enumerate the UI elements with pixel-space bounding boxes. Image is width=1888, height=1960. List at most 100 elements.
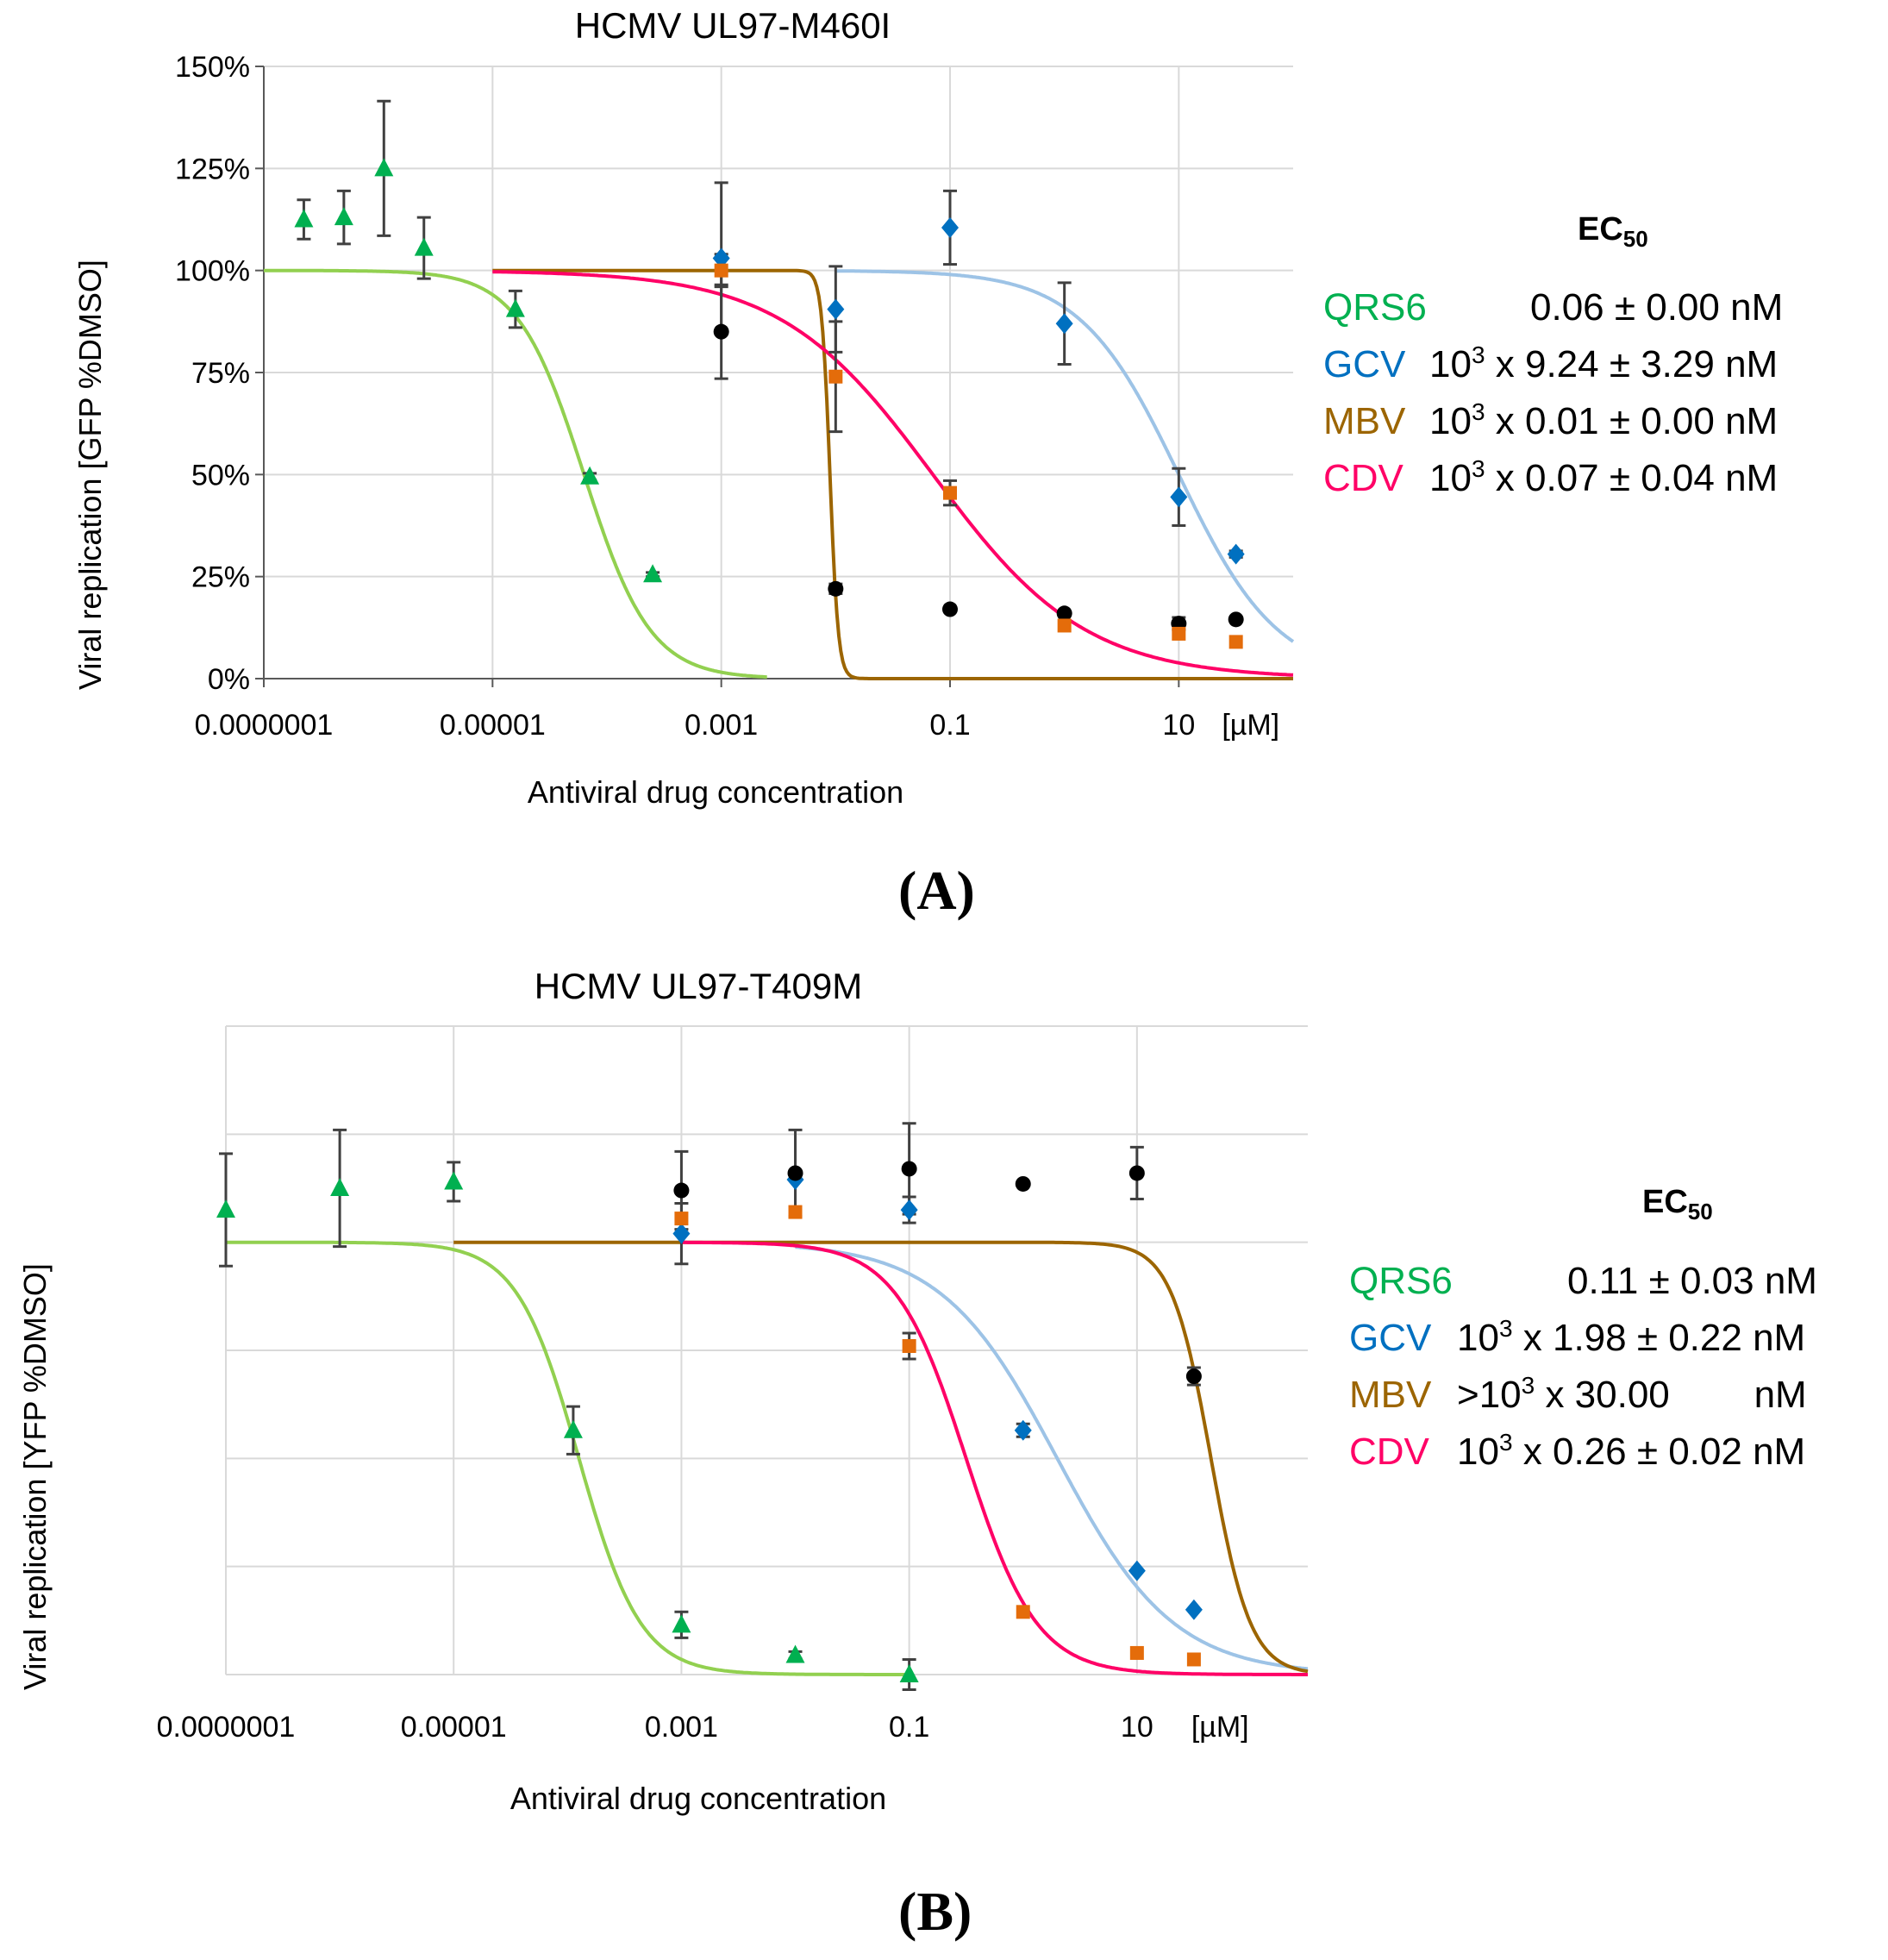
legend-ec50-value: 103 x 0.26 ± 0.02 nM xyxy=(1457,1429,1806,1474)
legend-name: QRS6 xyxy=(1349,1260,1453,1302)
chart-a-legend: QRS6 0.06 ± 0.00 nM GCV 103 x 9.24 ± 3.29 n… xyxy=(1323,279,1875,507)
x-tick-label: 0.001 xyxy=(645,1711,718,1744)
chart-a-plot: 0% 25% 50% 75% 100% 125% 150% 0.0000001 0.00001 0… xyxy=(175,51,1295,742)
panel-b-label: (B) xyxy=(898,1881,972,1942)
legend-item-qrs6: QRS6 0.11 ± 0.03 nM xyxy=(1349,1253,1884,1310)
x-axis-unit: [µM] xyxy=(1191,1711,1249,1744)
data-point-qrs6 xyxy=(785,1644,805,1663)
legend-item-cdv: CDV 103 x 0.26 ± 0.02 nM xyxy=(1349,1424,1884,1481)
data-point-cdv xyxy=(1016,1605,1030,1619)
data-point-gcv xyxy=(1055,313,1073,335)
data-point-gcv xyxy=(712,247,730,269)
chart-a-ec50-heading: EC50 xyxy=(1578,211,1648,253)
x-tick-label: 10 xyxy=(1121,1711,1153,1744)
chart-a-xlabel: Antiviral drug concentration xyxy=(527,774,904,810)
fit-curve-mbv xyxy=(492,268,1293,680)
x-tick-label: 0.1 xyxy=(929,709,970,742)
x-tick-label: 0.1 xyxy=(889,1711,929,1744)
x-tick-label: 0.001 xyxy=(685,709,758,742)
x-tick-label: 0.00001 xyxy=(401,1711,507,1744)
data-point-gcv xyxy=(941,216,959,238)
data-point-cdv xyxy=(1129,1645,1144,1660)
legend-name: QRS6 xyxy=(1323,286,1427,329)
ec50-text: EC xyxy=(1642,1184,1688,1220)
legend-ec50-value: >103 x 30.00 nM xyxy=(1457,1372,1807,1417)
legend-name: GCV xyxy=(1323,343,1406,385)
data-point-mbv xyxy=(942,601,958,617)
y-tick-label: 75% xyxy=(191,357,250,390)
data-point-qrs6 xyxy=(505,298,525,317)
legend-ec50-value: 103 x 1.98 ± 0.22 nM xyxy=(1457,1315,1806,1360)
data-point-cdv xyxy=(1186,1652,1201,1667)
x-tick-label: 0.00001 xyxy=(440,709,546,742)
ec50-sub: 50 xyxy=(1687,1199,1713,1224)
data-point-mbv xyxy=(828,580,844,597)
fit-curve-cdv xyxy=(681,1240,1308,1676)
data-point-mbv xyxy=(1128,1165,1145,1181)
legend-item-gcv: GCV 103 x 1.98 ± 0.22 nM xyxy=(1349,1310,1884,1367)
data-point-mbv xyxy=(1015,1175,1031,1192)
legend-ec50-value: 0.06 ± 0.00 nM xyxy=(1530,286,1784,329)
data-point-mbv xyxy=(1056,605,1072,622)
data-point-gcv xyxy=(900,1199,918,1221)
data-point-gcv xyxy=(1185,1599,1203,1620)
data-point-mbv xyxy=(1185,1368,1202,1385)
data-point-qrs6 xyxy=(334,207,353,226)
data-point-cdv xyxy=(1172,626,1186,641)
ec50-text: EC xyxy=(1578,211,1623,247)
legend-ec50-value: 0.11 ± 0.03 nM xyxy=(1567,1260,1817,1302)
y-tick-label: 125% xyxy=(175,153,250,185)
data-point-cdv xyxy=(1057,618,1072,633)
legend-name: MBV xyxy=(1349,1374,1432,1416)
x-tick-label: 10 xyxy=(1162,709,1195,742)
data-point-gcv xyxy=(1014,1419,1032,1441)
data-point-cdv xyxy=(943,485,957,500)
fit-curve-gcv xyxy=(795,1245,1309,1671)
data-point-mbv xyxy=(787,1165,803,1181)
data-point-gcv xyxy=(1227,543,1245,565)
legend-item-mbv: MBV 103 x 0.01 ± 0.00 nM xyxy=(1323,393,1875,450)
legend-item-qrs6: QRS6 0.06 ± 0.00 nM xyxy=(1323,279,1875,336)
data-point-qrs6 xyxy=(643,564,663,583)
fit-curve-mbv xyxy=(453,1240,1309,1674)
chart-b-legend: QRS6 0.11 ± 0.03 nM GCV 103 x 1.98 ± 0.22 n… xyxy=(1349,1253,1884,1481)
data-point-mbv xyxy=(673,1182,690,1199)
x-tick-label: 0.0000001 xyxy=(195,709,334,742)
data-point-qrs6 xyxy=(374,158,394,177)
data-point-qrs6 xyxy=(294,209,314,228)
legend-name: GCV xyxy=(1349,1317,1432,1359)
data-point-qrs6 xyxy=(444,1171,464,1190)
data-point-qrs6 xyxy=(414,237,434,256)
y-tick-label: 150% xyxy=(175,51,250,84)
data-point-cdv xyxy=(674,1212,689,1226)
data-point-qrs6 xyxy=(330,1178,350,1196)
data-point-cdv xyxy=(714,263,728,278)
data-point-gcv xyxy=(1128,1560,1146,1581)
data-point-gcv xyxy=(1170,486,1188,508)
fit-curve-cdv xyxy=(492,270,1294,677)
legend-item-cdv: CDV 103 x 0.07 ± 0.04 nM xyxy=(1323,450,1875,507)
data-point-qrs6 xyxy=(899,1664,919,1682)
chart-b-ec50-heading: EC50 xyxy=(1642,1184,1713,1225)
legend-ec50-value: 103 x 9.24 ± 3.29 nM xyxy=(1429,341,1779,386)
legend-name: CDV xyxy=(1349,1431,1429,1473)
x-axis-unit: [µM] xyxy=(1222,709,1279,742)
data-point-cdv xyxy=(1228,635,1243,649)
chart-a-title: HCMV UL97-M460I xyxy=(574,5,891,46)
data-point-cdv xyxy=(902,1338,916,1353)
data-point-mbv xyxy=(713,323,729,340)
chart-b-title: HCMV UL97-T409M xyxy=(534,966,863,1006)
ec50-sub: 50 xyxy=(1622,226,1648,252)
data-point-qrs6 xyxy=(563,1419,583,1438)
legend-item-mbv: MBV >103 x 30.00 nM xyxy=(1349,1367,1884,1424)
legend-ec50-value: 103 x 0.01 ± 0.00 nM xyxy=(1429,398,1779,443)
chart-b-plot: 0.0000001 0.00001 0.001 0.1 10 [µM] xyxy=(157,1025,1309,1744)
y-tick-label: 100% xyxy=(175,255,250,288)
data-point-cdv xyxy=(828,369,843,384)
data-point-gcv xyxy=(672,1223,691,1244)
y-tick-label: 0% xyxy=(208,663,250,696)
panel-a-label: (A) xyxy=(898,860,975,921)
x-tick-label: 0.0000001 xyxy=(157,1711,296,1744)
chart-b-xlabel: Antiviral drug concentration xyxy=(510,1781,887,1816)
y-tick-label: 25% xyxy=(191,561,250,594)
